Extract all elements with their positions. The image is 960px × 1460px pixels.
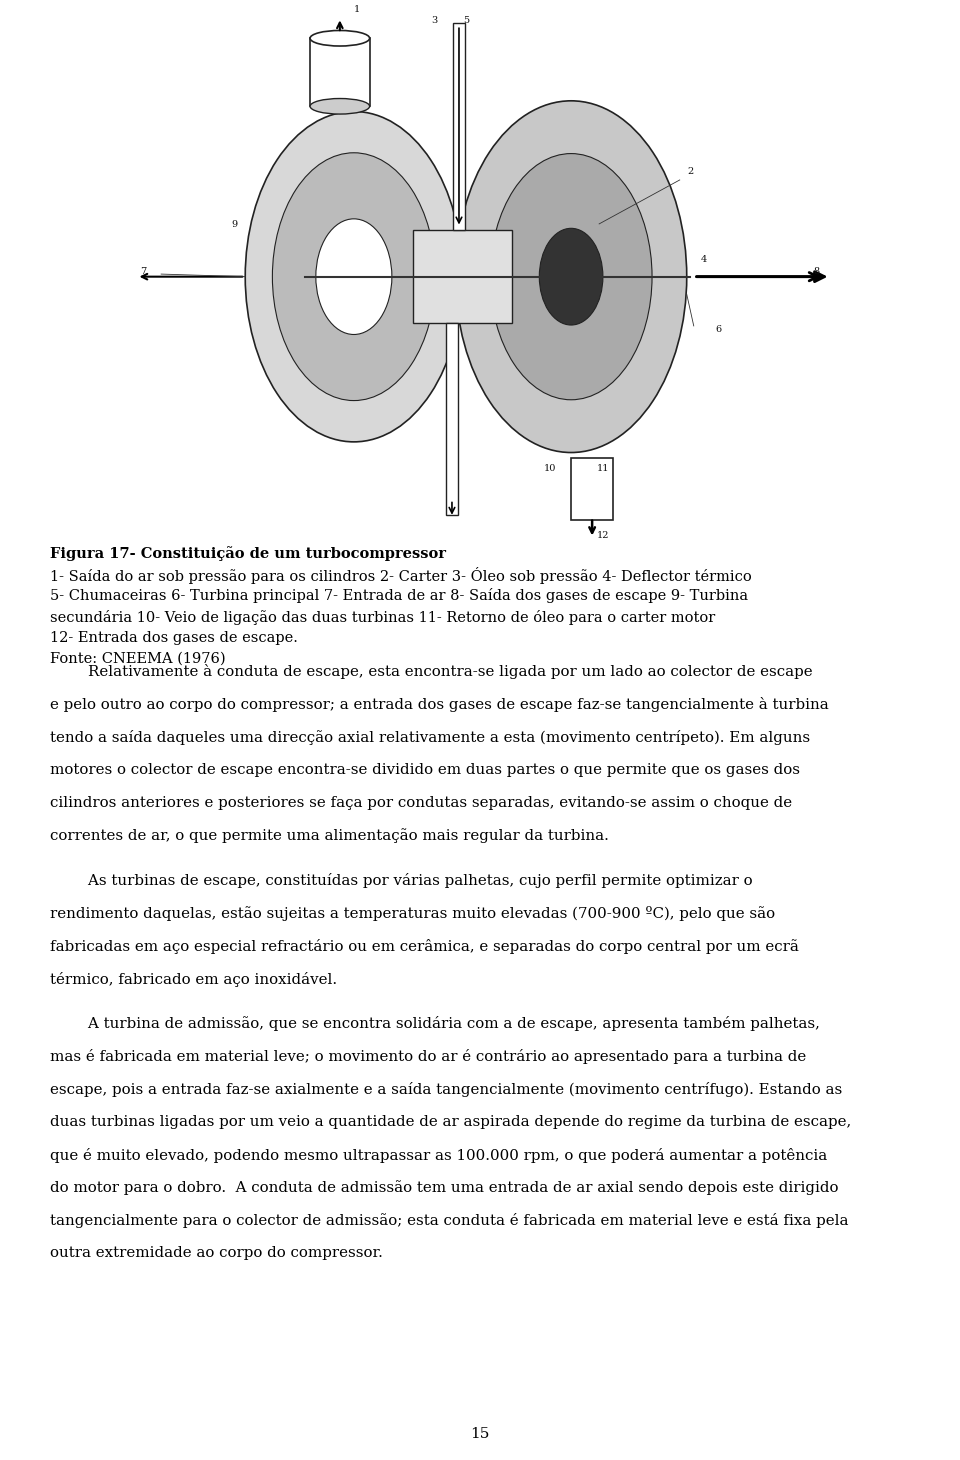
Text: secundária 10- Veio de ligação das duas turbinas 11- Retorno de óleo para o cart: secundária 10- Veio de ligação das duas … bbox=[50, 610, 715, 625]
Text: que é muito elevado, podendo mesmo ultrapassar as 100.000 rpm, o que poderá aume: que é muito elevado, podendo mesmo ultra… bbox=[50, 1148, 828, 1162]
Text: A turbina de admissão, que se encontra solidária com a de escape, apresenta tamb: A turbina de admissão, que se encontra s… bbox=[50, 1016, 820, 1031]
Text: 8: 8 bbox=[813, 267, 820, 276]
Text: rendimento daquelas, estão sujeitas a temperaturas muito elevadas (700-900 ºC), : rendimento daquelas, estão sujeitas a te… bbox=[50, 905, 775, 921]
Text: 3: 3 bbox=[431, 16, 438, 25]
Text: 6: 6 bbox=[715, 326, 721, 334]
Text: Relativamente à conduta de escape, esta encontra-se ligada por um lado ao colect: Relativamente à conduta de escape, esta … bbox=[50, 664, 812, 679]
Bar bbox=[130, 18, 830, 536]
Bar bbox=[453, 23, 466, 231]
Ellipse shape bbox=[316, 219, 392, 334]
Text: 5- Chumaceiras 6- Turbina principal 7- Entrada de ar 8- Saída dos gases de escap: 5- Chumaceiras 6- Turbina principal 7- E… bbox=[50, 588, 748, 603]
Text: 1- Saída do ar sob pressão para os cilindros 2- Carter 3- Óleo sob pressão 4- De: 1- Saída do ar sob pressão para os cilin… bbox=[50, 566, 752, 584]
Text: 1: 1 bbox=[354, 6, 361, 15]
Text: 4: 4 bbox=[701, 254, 708, 264]
Ellipse shape bbox=[310, 31, 370, 47]
Text: 12- Entrada dos gases de escape.: 12- Entrada dos gases de escape. bbox=[50, 631, 298, 645]
Text: outra extremidade ao corpo do compressor.: outra extremidade ao corpo do compressor… bbox=[50, 1245, 383, 1260]
Ellipse shape bbox=[245, 111, 463, 442]
Text: As turbinas de escape, constituídas por várias palhetas, cujo perfil permite opt: As turbinas de escape, constituídas por … bbox=[50, 873, 753, 888]
Bar bbox=[310, 38, 370, 107]
Ellipse shape bbox=[310, 98, 370, 114]
Ellipse shape bbox=[273, 153, 435, 400]
Text: 12: 12 bbox=[596, 531, 609, 540]
Text: duas turbinas ligadas por um veio a quantidade de ar aspirada depende do regime : duas turbinas ligadas por um veio a quan… bbox=[50, 1115, 852, 1129]
Text: 15: 15 bbox=[470, 1426, 490, 1441]
Text: tangencialmente para o colector de admissão; esta conduta é fabricada em materia: tangencialmente para o colector de admis… bbox=[50, 1213, 849, 1228]
Ellipse shape bbox=[455, 101, 686, 453]
Text: térmico, fabricado em aço inoxidável.: térmico, fabricado em aço inoxidável. bbox=[50, 972, 337, 987]
Text: cilindros anteriores e posteriores se faça por condutas separadas, evitando-se a: cilindros anteriores e posteriores se fa… bbox=[50, 796, 792, 810]
Text: 11: 11 bbox=[596, 464, 609, 473]
Text: 10: 10 bbox=[544, 464, 556, 473]
Text: mas é fabricada em material leve; o movimento do ar é contrário ao apresentado p: mas é fabricada em material leve; o movi… bbox=[50, 1048, 806, 1064]
FancyBboxPatch shape bbox=[571, 458, 613, 520]
Text: do motor para o dobro.  A conduta de admissão tem uma entrada de ar axial sendo : do motor para o dobro. A conduta de admi… bbox=[50, 1180, 838, 1196]
Text: Fonte: CNEEMA (1976): Fonte: CNEEMA (1976) bbox=[50, 651, 226, 666]
Bar bbox=[414, 231, 512, 323]
Text: correntes de ar, o que permite uma alimentação mais regular da turbina.: correntes de ar, o que permite uma alime… bbox=[50, 829, 609, 844]
Text: Figura 17- Constituição de um turbocompressor: Figura 17- Constituição de um turbocompr… bbox=[50, 546, 446, 561]
Ellipse shape bbox=[491, 153, 652, 400]
Text: 9: 9 bbox=[231, 220, 238, 229]
Ellipse shape bbox=[540, 228, 603, 326]
Text: 2: 2 bbox=[687, 166, 693, 175]
Text: e pelo outro ao corpo do compressor; a entrada dos gases de escape faz-se tangen: e pelo outro ao corpo do compressor; a e… bbox=[50, 698, 828, 712]
Text: fabricadas em aço especial refractário ou em cerâmica, e separadas do corpo cent: fabricadas em aço especial refractário o… bbox=[50, 939, 799, 953]
Text: 5: 5 bbox=[463, 16, 469, 25]
Text: 7: 7 bbox=[140, 267, 147, 276]
Text: tendo a saída daqueles uma direcção axial relativamente a esta (movimento centrí: tendo a saída daqueles uma direcção axia… bbox=[50, 730, 810, 745]
Text: motores o colector de escape encontra-se dividido em duas partes o que permite q: motores o colector de escape encontra-se… bbox=[50, 764, 800, 777]
Bar bbox=[445, 323, 458, 515]
Text: escape, pois a entrada faz-se axialmente e a saída tangencialmente (movimento ce: escape, pois a entrada faz-se axialmente… bbox=[50, 1082, 842, 1096]
